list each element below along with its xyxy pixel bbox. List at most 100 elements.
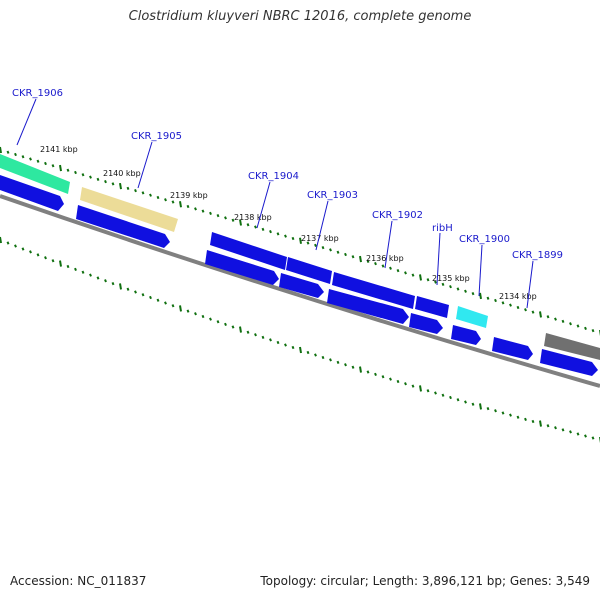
gene-label-ribh[interactable]: ribH bbox=[432, 223, 453, 234]
minor-tick bbox=[374, 262, 377, 266]
minor-tick bbox=[351, 255, 355, 259]
minor-tick bbox=[486, 296, 490, 300]
leader-line bbox=[315, 200, 329, 251]
minor-tick bbox=[441, 282, 445, 287]
minor-tick bbox=[216, 320, 220, 324]
cds-ckr-1903[interactable] bbox=[286, 257, 332, 284]
minor-tick bbox=[434, 280, 437, 284]
minor-tick bbox=[21, 155, 25, 159]
gene-label-ckr-1904[interactable]: CKR_1904 bbox=[248, 171, 299, 182]
minor-tick bbox=[194, 207, 197, 211]
minor-tick bbox=[66, 168, 70, 172]
cds-lower-4[interactable] bbox=[279, 273, 324, 298]
minor-tick bbox=[314, 353, 317, 357]
minor-tick bbox=[66, 264, 70, 269]
minor-tick bbox=[516, 415, 520, 419]
minor-tick bbox=[576, 324, 580, 328]
minor-tick bbox=[561, 319, 565, 324]
genome-stats-text: Topology: circular; Length: 3,896,121 bp… bbox=[260, 574, 590, 588]
minor-tick bbox=[246, 330, 250, 334]
map-title: Clostridium kluyveri NBRC 12016, complet… bbox=[128, 9, 472, 24]
minor-tick bbox=[74, 170, 77, 175]
leader-line bbox=[256, 181, 271, 229]
feature-ckr-1906[interactable] bbox=[0, 154, 70, 194]
gene-label-ckr-1899[interactable]: CKR_1899 bbox=[512, 250, 563, 261]
tick-scale-lower bbox=[0, 236, 600, 444]
cds-lower-6[interactable] bbox=[409, 313, 443, 334]
cds-ckr-1904[interactable] bbox=[210, 232, 287, 270]
minor-tick bbox=[471, 291, 475, 296]
gene-label-ckr-1906[interactable]: CKR_1906 bbox=[12, 88, 63, 99]
minor-tick bbox=[254, 225, 257, 229]
major-tick bbox=[419, 385, 422, 392]
minor-tick bbox=[456, 287, 460, 291]
cds-ribh[interactable] bbox=[415, 296, 449, 318]
major-tick bbox=[359, 255, 362, 263]
minor-tick bbox=[576, 432, 580, 436]
gene-label-ckr-1902[interactable]: CKR_1902 bbox=[372, 210, 423, 221]
minor-tick bbox=[231, 218, 235, 222]
cds-ckr-1902[interactable] bbox=[332, 272, 415, 309]
minor-tick bbox=[509, 413, 512, 417]
minor-tick bbox=[156, 195, 160, 200]
minor-tick bbox=[201, 314, 205, 319]
minor-tick bbox=[74, 267, 77, 271]
cds-lower-2[interactable] bbox=[76, 205, 170, 248]
major-tick bbox=[119, 182, 122, 190]
minor-tick bbox=[531, 419, 535, 424]
cds-lower-3[interactable] bbox=[205, 250, 279, 285]
cds-lower-7[interactable] bbox=[451, 325, 481, 345]
gene-label-ckr-1905[interactable]: CKR_1905 bbox=[131, 131, 182, 142]
minor-tick bbox=[171, 304, 175, 308]
minor-tick bbox=[366, 259, 370, 263]
leader-line bbox=[16, 98, 37, 146]
minor-tick bbox=[434, 391, 437, 395]
tick-label: 2136 kbp bbox=[366, 254, 404, 263]
minor-tick bbox=[284, 234, 287, 238]
minor-tick bbox=[471, 402, 475, 406]
minor-tick bbox=[126, 186, 130, 191]
feature-ckr-1905[interactable] bbox=[80, 187, 178, 232]
major-tick bbox=[299, 346, 302, 354]
minor-tick bbox=[546, 315, 550, 319]
minor-tick bbox=[351, 365, 355, 369]
minor-tick bbox=[494, 298, 497, 303]
feature-ckr-1898[interactable] bbox=[544, 333, 600, 360]
minor-tick bbox=[336, 250, 340, 254]
minor-tick bbox=[306, 241, 310, 245]
minor-tick bbox=[291, 236, 295, 241]
minor-tick bbox=[554, 426, 557, 430]
major-tick bbox=[479, 403, 482, 410]
major-tick bbox=[179, 201, 182, 208]
minor-tick bbox=[501, 301, 505, 305]
gene-label-ckr-1903[interactable]: CKR_1903 bbox=[307, 190, 358, 201]
minor-tick bbox=[546, 424, 550, 428]
minor-tick bbox=[569, 430, 572, 434]
gene-label-ckr-1900[interactable]: CKR_1900 bbox=[459, 234, 510, 245]
cds-lower-5[interactable] bbox=[327, 289, 409, 324]
minor-tick bbox=[261, 335, 265, 339]
minor-tick bbox=[51, 259, 55, 263]
minor-tick bbox=[561, 428, 565, 432]
minor-tick bbox=[584, 434, 587, 438]
minor-tick bbox=[6, 241, 10, 245]
feature-ckr-1900[interactable] bbox=[456, 306, 488, 328]
minor-tick bbox=[389, 266, 392, 270]
major-tick bbox=[119, 283, 122, 290]
leader-line bbox=[137, 141, 153, 189]
minor-tick bbox=[14, 244, 17, 248]
minor-tick bbox=[344, 252, 347, 257]
minor-tick bbox=[509, 303, 512, 307]
minor-tick bbox=[21, 247, 25, 251]
cds-lower-8[interactable] bbox=[492, 337, 533, 360]
cds-lower-9[interactable] bbox=[540, 349, 598, 376]
minor-tick bbox=[449, 285, 452, 289]
minor-tick bbox=[314, 243, 317, 247]
minor-tick bbox=[224, 322, 227, 326]
minor-tick bbox=[186, 204, 190, 209]
tick-label: 2137 kbp bbox=[301, 234, 339, 243]
minor-tick bbox=[104, 179, 107, 184]
minor-tick bbox=[201, 209, 205, 213]
leader-line bbox=[384, 220, 393, 269]
cds-lower-1[interactable] bbox=[0, 175, 64, 211]
